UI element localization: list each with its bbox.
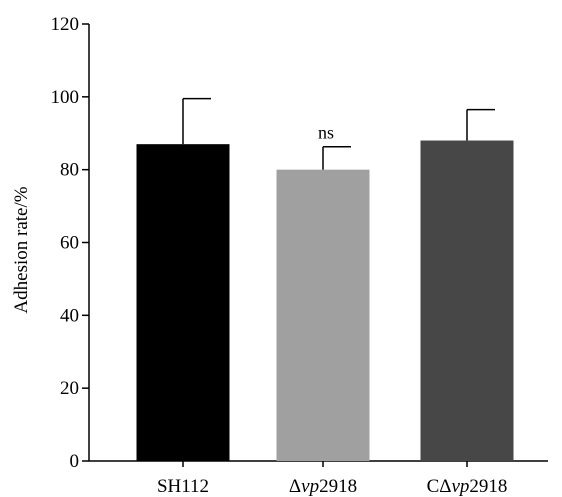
- significance-label-1: ns: [318, 123, 334, 143]
- y-tick-label-100: 100: [51, 87, 80, 108]
- y-tick-label-60: 60: [60, 233, 79, 254]
- bars: [136, 97, 514, 462]
- labels: SH112 Δvp2918 ns CΔvp2918: [157, 123, 507, 497]
- bar-0: [136, 144, 230, 462]
- bar-2: [420, 140, 514, 462]
- y-axis-label: Adhesion rate/%: [11, 186, 32, 313]
- y-tick-label-80: 80: [60, 160, 79, 181]
- y-tick-label-20: 20: [60, 378, 79, 399]
- y-tick-label-120: 120: [51, 14, 80, 35]
- category-label-0: SH112: [157, 476, 209, 497]
- y-tick-label-0: 0: [70, 451, 80, 472]
- category-label-1: Δvp2918: [289, 476, 357, 497]
- category-label-2: CΔvp2918: [427, 476, 508, 497]
- bar-1: [276, 169, 370, 461]
- y-tick-label-40: 40: [60, 305, 79, 326]
